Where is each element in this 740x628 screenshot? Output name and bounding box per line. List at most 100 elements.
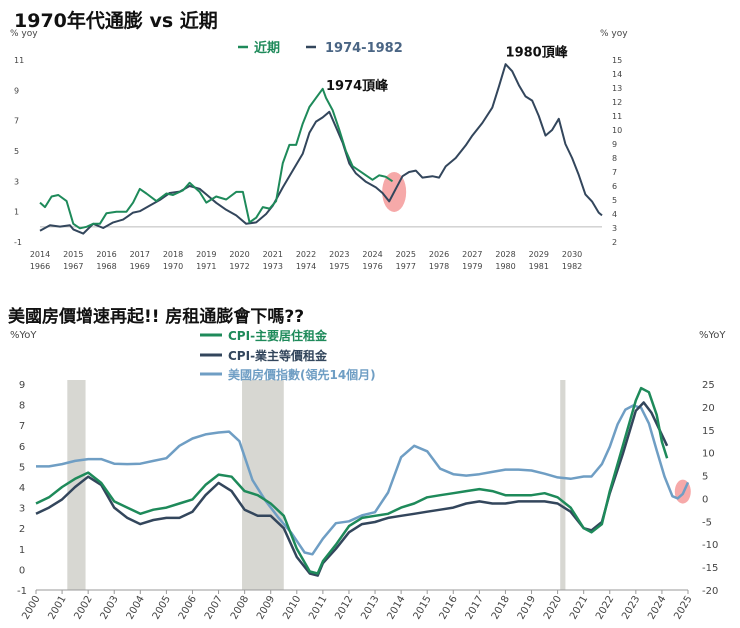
chart2-x-tick: 2008 xyxy=(229,594,251,622)
chart1-x-tick-top: 2015 xyxy=(63,250,83,259)
recession-bar-2 xyxy=(560,380,566,590)
chart1-x-tick-top: 2027 xyxy=(462,250,482,259)
chart1-right-tick: 3 xyxy=(612,224,617,233)
chart1-x-tick-top: 2028 xyxy=(495,250,515,259)
chart2-x-tick: 2014 xyxy=(385,594,407,622)
chart1-right-tick: 15 xyxy=(612,56,622,65)
chart1-left-tick: 9 xyxy=(14,86,19,95)
chart2-right-tick: 10 xyxy=(702,449,715,460)
chart1-title: 1970年代通膨 vs 近期 xyxy=(14,10,218,32)
chart1-x-tick-bottom: 1975 xyxy=(329,262,349,271)
chart2-right-tick: 15 xyxy=(702,426,715,437)
legend-rent: CPI-主要居住租金 xyxy=(228,328,328,343)
chart2-x-tick: 2005 xyxy=(151,594,173,622)
chart1-right-tick: 8 xyxy=(612,154,617,163)
chart2-x-tick: 2018 xyxy=(490,594,512,622)
chart2-right-tick: 0 xyxy=(702,494,708,505)
chart2-left-tick: 7 xyxy=(19,421,25,432)
series-line-rent xyxy=(35,386,669,575)
chart1-x-tick-bottom: 1977 xyxy=(396,262,416,271)
chart2-right-tick: -20 xyxy=(702,586,718,597)
legend-hpi: 美國房價指數(領先14個月) xyxy=(228,367,376,382)
chart1-right-tick: 12 xyxy=(612,98,622,107)
chart2-left-tick: 9 xyxy=(19,380,25,391)
chart2-x-tick: 2017 xyxy=(464,594,486,622)
chart1-x-tick-bottom: 1979 xyxy=(462,262,482,271)
chart2-right-tick: -5 xyxy=(702,517,712,528)
series-line-recent xyxy=(39,87,394,230)
chart2-x-tick: 2000 xyxy=(20,594,42,622)
chart2-x-tick: 2011 xyxy=(307,594,329,622)
inflation-comparison-chart: 11 9 7 5 3 1 -1 15 14 13 12 11 10 9 8 7 6 5 4 3 2 2014 1966 201… xyxy=(10,29,628,271)
chart2-right-unit: %YoY xyxy=(699,330,726,341)
chart1-x-tick-top: 2018 xyxy=(163,250,183,259)
chart2-x-tick: 2010 xyxy=(281,594,303,622)
chart2-x-tick: 2023 xyxy=(620,594,642,622)
chart2-left-tick: 5 xyxy=(19,462,25,473)
chart1-x-tick-bottom: 1969 xyxy=(130,262,150,271)
chart1-x-tick-bottom: 1978 xyxy=(429,262,449,271)
chart1-right-tick: 6 xyxy=(612,182,617,191)
chart1-legend: 近期 1974-1982 xyxy=(238,40,403,56)
chart2-legend: CPI-主要居住租金 CPI-業主等價租金 美國房價指數(領先14個月) xyxy=(200,328,376,382)
chart1-right-tick: 7 xyxy=(612,168,617,177)
legend-oer: CPI-業主等價租金 xyxy=(228,348,328,363)
chart1-right-tick: 10 xyxy=(612,126,622,135)
chart1-x-tick-top: 2019 xyxy=(196,250,216,259)
chart1-x-tick-bottom: 1968 xyxy=(96,262,116,271)
series-line-1974-1982 xyxy=(39,63,603,235)
chart2-x-tick: 2009 xyxy=(255,594,277,622)
chart2-x-tick: 2003 xyxy=(99,594,121,622)
chart2-right-tick: -15 xyxy=(702,563,718,574)
chart2-x-tick: 2013 xyxy=(359,594,381,622)
chart1-x-tick-top: 2016 xyxy=(96,250,116,259)
chart1-annotation-0: 1974頂峰 xyxy=(326,78,389,94)
series-line-oer xyxy=(35,401,669,577)
chart2-left-tick: 2 xyxy=(19,524,25,535)
chart1-x-tick-top: 2023 xyxy=(329,250,349,259)
chart1-x-tick-bottom: 1967 xyxy=(63,262,83,271)
chart2-right-tick: -10 xyxy=(702,540,718,551)
chart1-x-tick-bottom: 1972 xyxy=(229,262,249,271)
series-line-hpi xyxy=(36,404,690,556)
legend-recent: 近期 xyxy=(254,40,280,56)
chart1-series xyxy=(39,63,603,235)
chart2-x-tick: 2012 xyxy=(333,594,355,622)
chart1-left-tick: 1 xyxy=(14,208,19,217)
chart1-x-tick-bottom: 1974 xyxy=(296,262,316,271)
chart2-x-tick: 2004 xyxy=(125,594,147,622)
chart1-left-tick: 7 xyxy=(14,117,19,126)
chart1-x-tick-top: 2030 xyxy=(562,250,582,259)
chart2-x-tick: 2021 xyxy=(568,594,590,622)
chart1-right-tick: 4 xyxy=(612,210,617,219)
chart1-x-tick-bottom: 1976 xyxy=(362,262,382,271)
chart2-x-tick: 2022 xyxy=(594,594,616,622)
chart2-left-tick: 0 xyxy=(19,565,25,576)
chart1-x-tick-bottom: 1973 xyxy=(263,262,283,271)
chart2-left-tick: 1 xyxy=(19,545,25,556)
chart2-x-tick: 2006 xyxy=(177,594,199,622)
chart2-left-tick: 3 xyxy=(19,504,25,515)
chart2-right-tick: 20 xyxy=(702,403,715,414)
chart1-x-tick-bottom: 1982 xyxy=(562,262,582,271)
chart1-x-tick-bottom: 1971 xyxy=(196,262,216,271)
chart1-x-tick-bottom: 1970 xyxy=(163,262,183,271)
chart1-right-tick: 11 xyxy=(612,112,622,121)
chart1-left-tick: 5 xyxy=(14,147,19,156)
chart2-x-tick: 2016 xyxy=(438,594,460,622)
chart1-x-tick-top: 2021 xyxy=(263,250,283,259)
chart1-x-tick-top: 2020 xyxy=(229,250,249,259)
chart2-series xyxy=(35,386,690,577)
recession-bars xyxy=(67,380,566,590)
chart1-annotations: 1974頂峰 1980頂峰 xyxy=(326,45,569,94)
chart1-x-tick-top: 2017 xyxy=(130,250,150,259)
recession-bar-1 xyxy=(242,380,284,590)
chart2-left-tick: 6 xyxy=(19,442,25,453)
chart2-x-tick: 2025 xyxy=(672,594,694,622)
chart1-x-tick-top: 2026 xyxy=(429,250,449,259)
chart2-left-tick: 8 xyxy=(19,401,25,412)
chart2-right-tick: 5 xyxy=(702,472,708,483)
chart1-x-tick-bottom: 1966 xyxy=(30,262,50,271)
